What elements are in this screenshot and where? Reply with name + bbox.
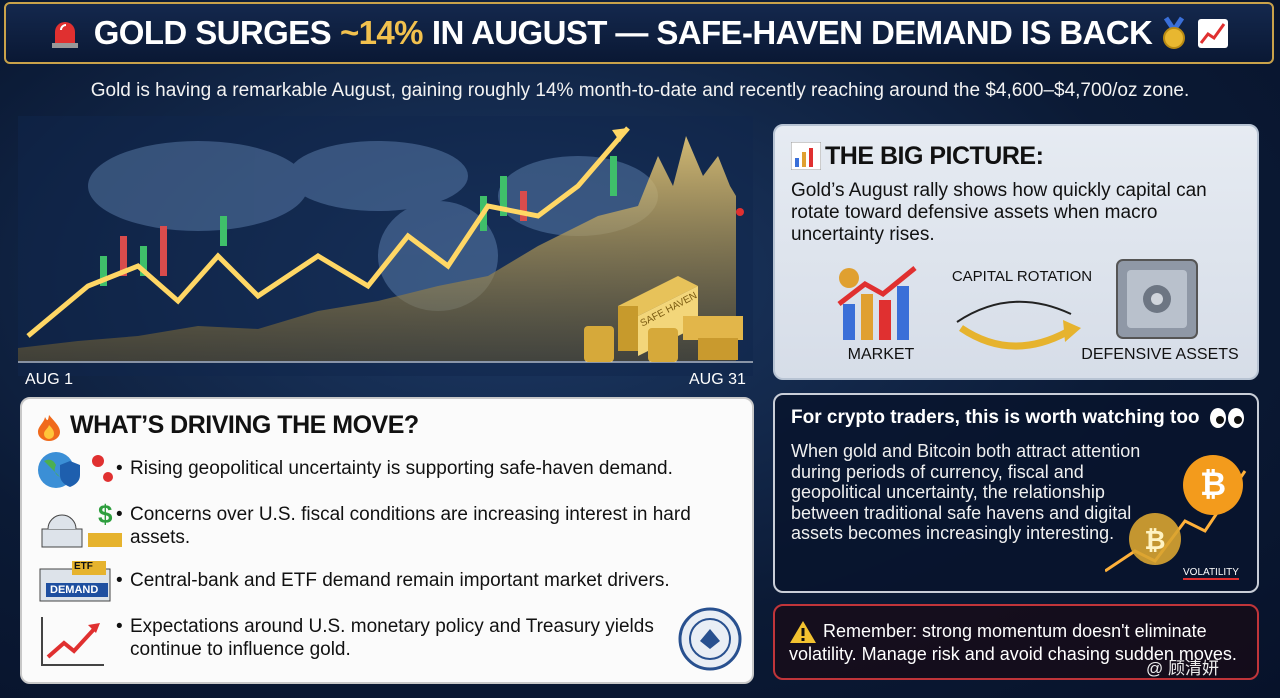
title-start: GOLD SURGES	[93, 14, 332, 51]
bitcoin-graphic: ₿₿	[1105, 455, 1247, 573]
volatility-tag: VOLATILITY	[1183, 567, 1239, 580]
warning-panel: Remember: strong momentum doesn't elimin…	[773, 604, 1259, 680]
driver-item: Rising geopolitical uncertainty is suppo…	[116, 457, 730, 480]
big-picture-body: Gold’s August rally shows how quickly ca…	[791, 180, 1207, 245]
capitol-icon: $	[41, 499, 122, 548]
globe-icon	[38, 452, 113, 488]
hero-chart: SAFE HAVEN	[18, 116, 753, 376]
etf-icon	[39, 561, 111, 602]
subtitle: Gold is having a remarkable August, gain…	[90, 80, 1190, 101]
big-picture-title: THE BIG PICTURE:	[825, 142, 1044, 170]
driver-item: Concerns over U.S. fiscal conditions are…	[116, 503, 730, 549]
market-label: MARKET	[847, 346, 915, 363]
title-end: IN AUGUST — SAFE-HAVEN DEMAND IS BACK	[431, 14, 1153, 51]
warning-icon	[790, 621, 816, 643]
crypto-title: For crypto traders, this is worth watchi…	[791, 407, 1200, 428]
medal-chart-icons	[1163, 16, 1229, 49]
eyes-icon	[1210, 408, 1244, 428]
end-label: AUG 31	[689, 371, 746, 388]
etf-badge: ETF	[74, 561, 93, 572]
demand-badge: DEMAND	[50, 584, 99, 596]
svg-text:₿: ₿	[1200, 466, 1226, 502]
title-highlight: ~14%	[340, 14, 424, 51]
drivers-title: WHAT’S DRIVING THE MOVE?	[70, 411, 419, 439]
safe-icon	[1116, 259, 1198, 339]
svg-text:$: $	[98, 499, 113, 529]
svg-text:₿: ₿	[1144, 525, 1165, 555]
warning-text: Remember: strong momentum doesn't elimin…	[789, 621, 1237, 664]
crypto-panel: For crypto traders, this is worth watchi…	[773, 393, 1259, 593]
fed-seal	[678, 607, 742, 671]
gold-bars: SAFE HAVEN	[584, 276, 743, 362]
siren-icon	[51, 22, 78, 48]
crypto-body: When gold and Bitcoin both attract atten…	[791, 441, 1141, 543]
defensive-label: DEFENSIVE ASSETS	[1081, 346, 1239, 363]
trend-icon	[41, 617, 104, 666]
big-picture-panel: THE BIG PICTURE: Gold’s August rally sho…	[773, 124, 1259, 380]
rotation-arrow	[956, 300, 1081, 350]
market-icon	[837, 266, 917, 340]
drivers-panel: WHAT’S DRIVING THE MOVE? Rising geopolit…	[20, 397, 754, 684]
driver-item: Central-bank and ETF demand remain impor…	[116, 569, 730, 592]
start-label: AUG 1	[25, 371, 74, 388]
title-bar: GOLD SURGES ~14% IN AUGUST — SAFE-HAVEN …	[4, 2, 1274, 64]
driver-item: Expectations around U.S. monetary policy…	[116, 615, 670, 661]
chart-icon	[791, 142, 821, 170]
watermark: @ 顾清妍	[1146, 659, 1219, 678]
fire-icon	[38, 415, 60, 441]
arrow-label: CAPITAL ROTATION	[951, 268, 1093, 285]
